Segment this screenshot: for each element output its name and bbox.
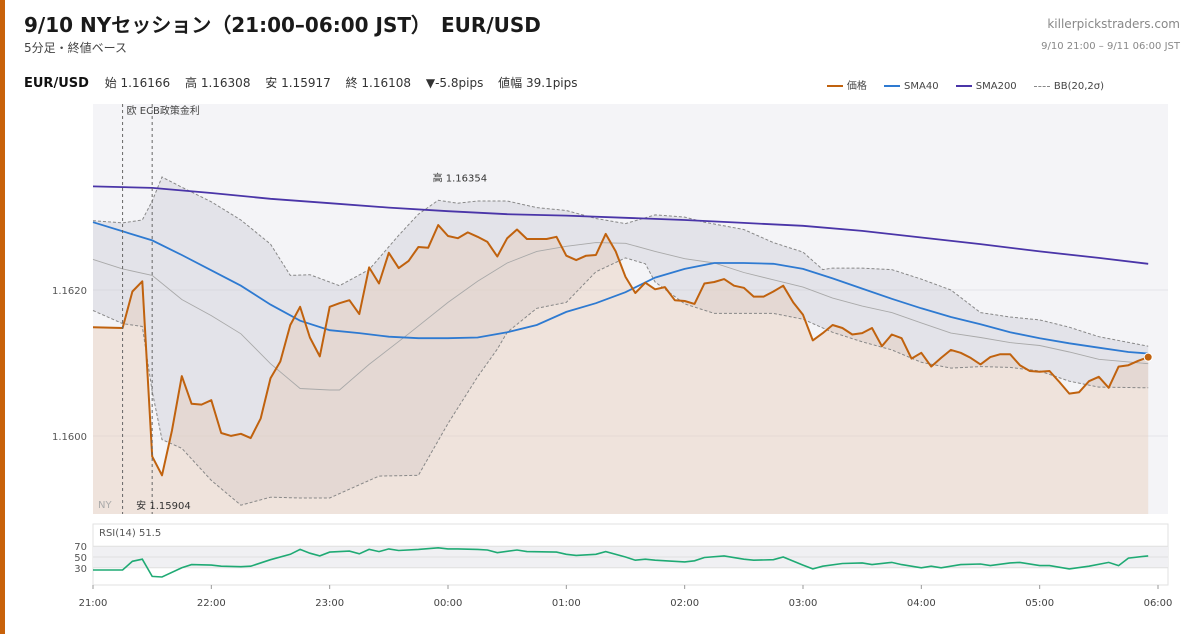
legend-swatch-price <box>826 85 843 87</box>
x-tick-label: 22:00 <box>197 598 226 609</box>
y-tick-label: 1.1600 <box>52 432 87 443</box>
bb-lower-line <box>92 257 1149 506</box>
stat-range: 値幅 39.1pips <box>498 76 578 90</box>
chart-legend: 価格 SMA40 SMA200 BB(20,2σ) <box>813 77 1104 92</box>
legend-swatch-bb <box>1033 85 1050 87</box>
stat-high: 高 1.16308 <box>185 76 251 90</box>
x-axis: 21:00 22:00 23:00 00:00 01:00 02:00 03:00 04:00… <box>79 585 1173 609</box>
x-tick-label: 02:00 <box>670 598 699 609</box>
price-line <box>92 224 1149 477</box>
x-tick-label: 01:00 <box>552 598 581 609</box>
period-label: 9/10 21:00 – 9/11 06:00 JST <box>1041 41 1180 52</box>
rsi-tick-label: 30 <box>74 564 87 575</box>
legend-item-bb: BB(20,2σ) <box>1033 81 1104 92</box>
rsi-tick-label: 50 <box>74 553 87 564</box>
last-price-dot <box>1143 352 1153 362</box>
x-tick-label: 00:00 <box>434 598 463 609</box>
session-label: NY <box>98 500 112 511</box>
stat-change: ▼-5.8pips <box>425 76 484 90</box>
y-tick-label: 1.1620 <box>52 286 87 297</box>
event-annotation: 欧 ECB政策金利 <box>127 104 200 117</box>
legend-item-sma40: SMA40 <box>884 81 939 92</box>
legend-item-price: 価格 <box>826 77 867 92</box>
sma200-line <box>92 185 1149 265</box>
x-tick-label: 23:00 <box>315 598 344 609</box>
bb-upper-line <box>92 176 1149 347</box>
stats-line: EUR/USD 始 1.16166 高 1.16308 安 1.15917 終 … <box>24 74 589 91</box>
pair-label: EUR/USD <box>24 76 89 91</box>
page-subtitle: 5分足・終値ベース <box>24 41 128 55</box>
stat-close: 終 1.16108 <box>345 76 412 90</box>
price-area-fill <box>93 225 1149 514</box>
stat-open: 始 1.16166 <box>104 76 171 90</box>
rsi-line <box>93 546 1149 578</box>
accent-bar <box>0 0 5 634</box>
legend-swatch-sma200 <box>955 85 972 87</box>
x-tick-label: 04:00 <box>907 598 936 609</box>
legend-item-sma200: SMA200 <box>955 81 1017 92</box>
legend-label-sma200: SMA200 <box>975 81 1017 92</box>
legend-label-price: 価格 <box>846 81 867 92</box>
x-tick-label: 03:00 <box>789 598 818 609</box>
low-annotation: 安 1.15904 <box>136 499 191 512</box>
rsi-label: RSI(14) 51.5 <box>99 528 161 539</box>
x-tick-label: 05:00 <box>1025 598 1054 609</box>
x-tick-label: 06:00 <box>1144 598 1173 609</box>
bollinger-band-fill <box>93 177 1149 506</box>
rsi-tick-label: 70 <box>74 542 87 553</box>
legend-label-sma40: SMA40 <box>904 81 939 92</box>
series-lines <box>92 176 1153 506</box>
bollinger-band <box>93 177 1149 514</box>
site-credit: killerpickstraders.com <box>1047 17 1180 31</box>
page-title: 9/10 NYセッション（21:00–06:00 JST） EUR/USD <box>24 13 541 37</box>
legend-swatch-sma40 <box>884 85 901 87</box>
x-tick-label: 21:00 <box>79 598 108 609</box>
high-annotation: 高 1.16354 <box>433 172 488 185</box>
plot-area <box>93 104 1168 514</box>
stat-low: 安 1.15917 <box>265 76 331 90</box>
legend-label-bb: BB(20,2σ) <box>1053 81 1104 92</box>
